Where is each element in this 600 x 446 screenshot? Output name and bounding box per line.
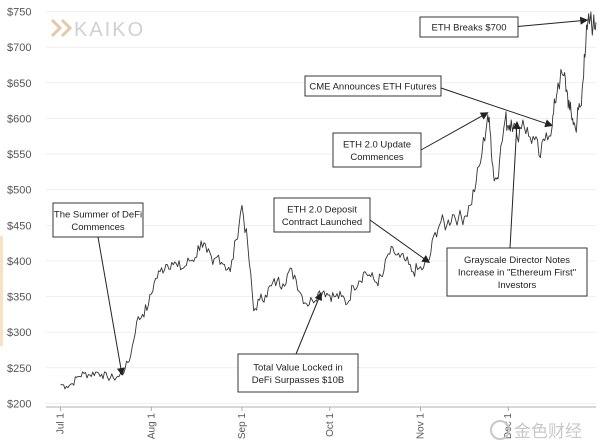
kaiko-logo-icon <box>50 18 73 38</box>
watermark-icon <box>490 420 510 440</box>
annotations: ETH Breaks $700 CME Announces ETH Futures… <box>52 16 589 393</box>
y-tick-label: $300 <box>7 327 31 339</box>
y-tick-label: $350 <box>7 292 31 304</box>
y-tick-label: $450 <box>7 220 31 232</box>
y-tick-label: $200 <box>7 398 31 410</box>
annotation-box <box>419 16 519 38</box>
annotation-box <box>332 132 422 168</box>
annotation-text: Investors <box>498 280 537 291</box>
annotation-arrow <box>295 292 323 355</box>
annotation: The Summer of DeFi Commences <box>52 202 144 376</box>
annotation-text: DeFi Surpasses $10B <box>252 375 344 386</box>
annotation-box <box>446 247 588 297</box>
x-tick-label: Oct 1 <box>325 413 336 437</box>
y-tick-label: $750 <box>7 7 31 19</box>
annotation: ETH 2.0 Deposit Contract Launched <box>273 197 431 263</box>
annotation-arrow <box>420 112 489 151</box>
x-tick-label: Nov 1 <box>415 413 426 440</box>
y-axis: $200 $250 $300 $350 $400 $450 $500 $550 $600 $650… <box>7 7 31 411</box>
y-tick-label: $700 <box>7 42 31 54</box>
price-line <box>60 11 597 390</box>
y-tick-label: $650 <box>7 78 31 90</box>
annotation-arrow <box>511 16 589 28</box>
annotation-text: The Summer of DeFi <box>54 209 142 220</box>
annotation-text: ETH 2.0 Update <box>343 139 411 150</box>
x-tick-label: Aug 1 <box>146 413 157 440</box>
annotation-box <box>273 197 371 233</box>
y-tick-label: $400 <box>7 256 31 268</box>
annotation-text: Commences <box>71 222 125 233</box>
jinse-watermark: 金色财经 <box>490 420 582 441</box>
watermark-text: 金色财经 <box>514 422 582 441</box>
annotation-text: ETH Breaks $700 <box>432 23 507 34</box>
kaiko-logo-text: KAIKO <box>74 19 145 41</box>
annotation-box <box>304 75 442 97</box>
annotation: Total Value Locked in DeFi Surpasses $10B <box>237 292 359 393</box>
annotation-box <box>52 202 144 238</box>
annotation-text: Commences <box>350 152 404 163</box>
x-tick-label: Sep 1 <box>237 413 248 440</box>
y-tick-label: $600 <box>7 113 31 125</box>
price-series <box>60 11 597 390</box>
annotation: ETH Breaks $700 <box>419 16 589 38</box>
x-tick-label: Jul 1 <box>56 413 67 435</box>
annotation-arrow <box>97 236 125 376</box>
annotation-arrow <box>369 219 431 263</box>
annotation: ETH 2.0 Update Commences <box>332 112 489 168</box>
annotation-text: ETH 2.0 Deposit <box>287 204 357 215</box>
y-tick-label: $250 <box>7 363 31 375</box>
left-edge-strip <box>0 236 3 346</box>
annotation: CME Announces ETH Futures <box>304 75 554 128</box>
annotation-arrow <box>440 87 554 128</box>
annotation-box <box>237 353 359 393</box>
annotation-arrow <box>509 121 521 249</box>
y-tick-label: $550 <box>7 149 31 161</box>
annotation-text: CME Announces ETH Futures <box>309 82 436 93</box>
kaiko-logo: KAIKO <box>50 18 145 41</box>
annotation: Grayscale Director Notes Increase in "Eth… <box>446 121 588 297</box>
annotation-text: Grayscale Director Notes <box>464 255 570 266</box>
annotation-text: Contract Launched <box>282 217 362 228</box>
annotation-text: Increase in "Ethereum First" <box>458 268 576 279</box>
y-tick-label: $500 <box>7 185 31 197</box>
annotation-text: Total Value Locked in <box>253 362 343 373</box>
